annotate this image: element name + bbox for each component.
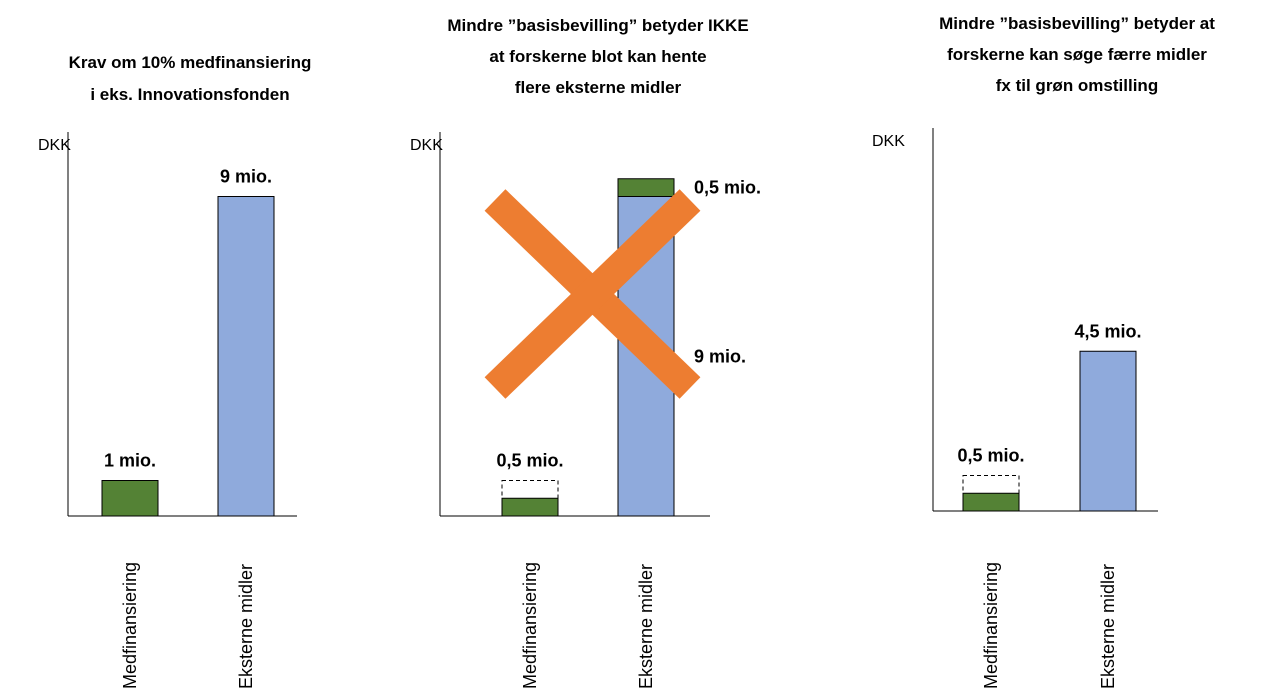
bar-segment-medfinansiering (617, 178, 675, 197)
category-label: Eksterne midler (236, 564, 256, 689)
bar-segment-medfinansiering (101, 480, 159, 517)
cross-stroke (484, 189, 701, 399)
chart-panel-1: Krav om 10% medfinansiering i eks. Innova… (38, 53, 311, 689)
chart-title-line: Mindre ”basisbevilling” betyder at (939, 14, 1215, 33)
chart-title-line: fx til grøn omstilling (996, 76, 1158, 95)
chart-title-line: i eks. Innovationsfonden (90, 85, 289, 104)
bar-value-label: 1 mio. (104, 451, 156, 471)
cross-out-icon (484, 189, 701, 399)
bar-value-label: 4,5 mio. (1074, 321, 1141, 341)
category-label: Medfinansiering (120, 562, 140, 689)
bar-segment-eksterne (1079, 350, 1137, 512)
y-axis-label: DKK (872, 133, 905, 150)
segment-value-label: 9 mio. (694, 346, 746, 366)
chart-title-line: at forskerne blot kan hente (489, 47, 706, 66)
chart-panel-3: Mindre ”basisbevilling” betyder at forske… (872, 14, 1215, 689)
category-label: Eksterne midler (636, 564, 656, 689)
bar-value-label: 0,5 mio. (496, 451, 563, 471)
bar-value-label: 0,5 mio. (957, 446, 1024, 466)
chart-title-line: Mindre ”basisbevilling” betyder IKKE (447, 16, 748, 35)
category-label: Eksterne midler (1098, 564, 1118, 689)
chart-panel-2: Mindre ”basisbevilling” betyder IKKE at f… (410, 16, 761, 689)
chart-title-line: Krav om 10% medfinansiering (69, 53, 312, 72)
bar-segment-medfinansiering (501, 497, 559, 517)
chart-title-line: flere eksterne midler (515, 78, 682, 97)
chart-title-line: forskerne kan søge færre midler (947, 45, 1207, 64)
bar-segment-medfinansiering (962, 492, 1020, 512)
segment-value-label: 0,5 mio. (694, 178, 761, 198)
bar-value-label: 9 mio. (220, 167, 272, 187)
bar-segment-eksterne (217, 196, 275, 517)
category-label: Medfinansiering (520, 562, 540, 689)
y-axis-label: DKK (410, 137, 443, 154)
y-axis-label: DKK (38, 137, 71, 154)
category-label: Medfinansiering (981, 562, 1001, 689)
